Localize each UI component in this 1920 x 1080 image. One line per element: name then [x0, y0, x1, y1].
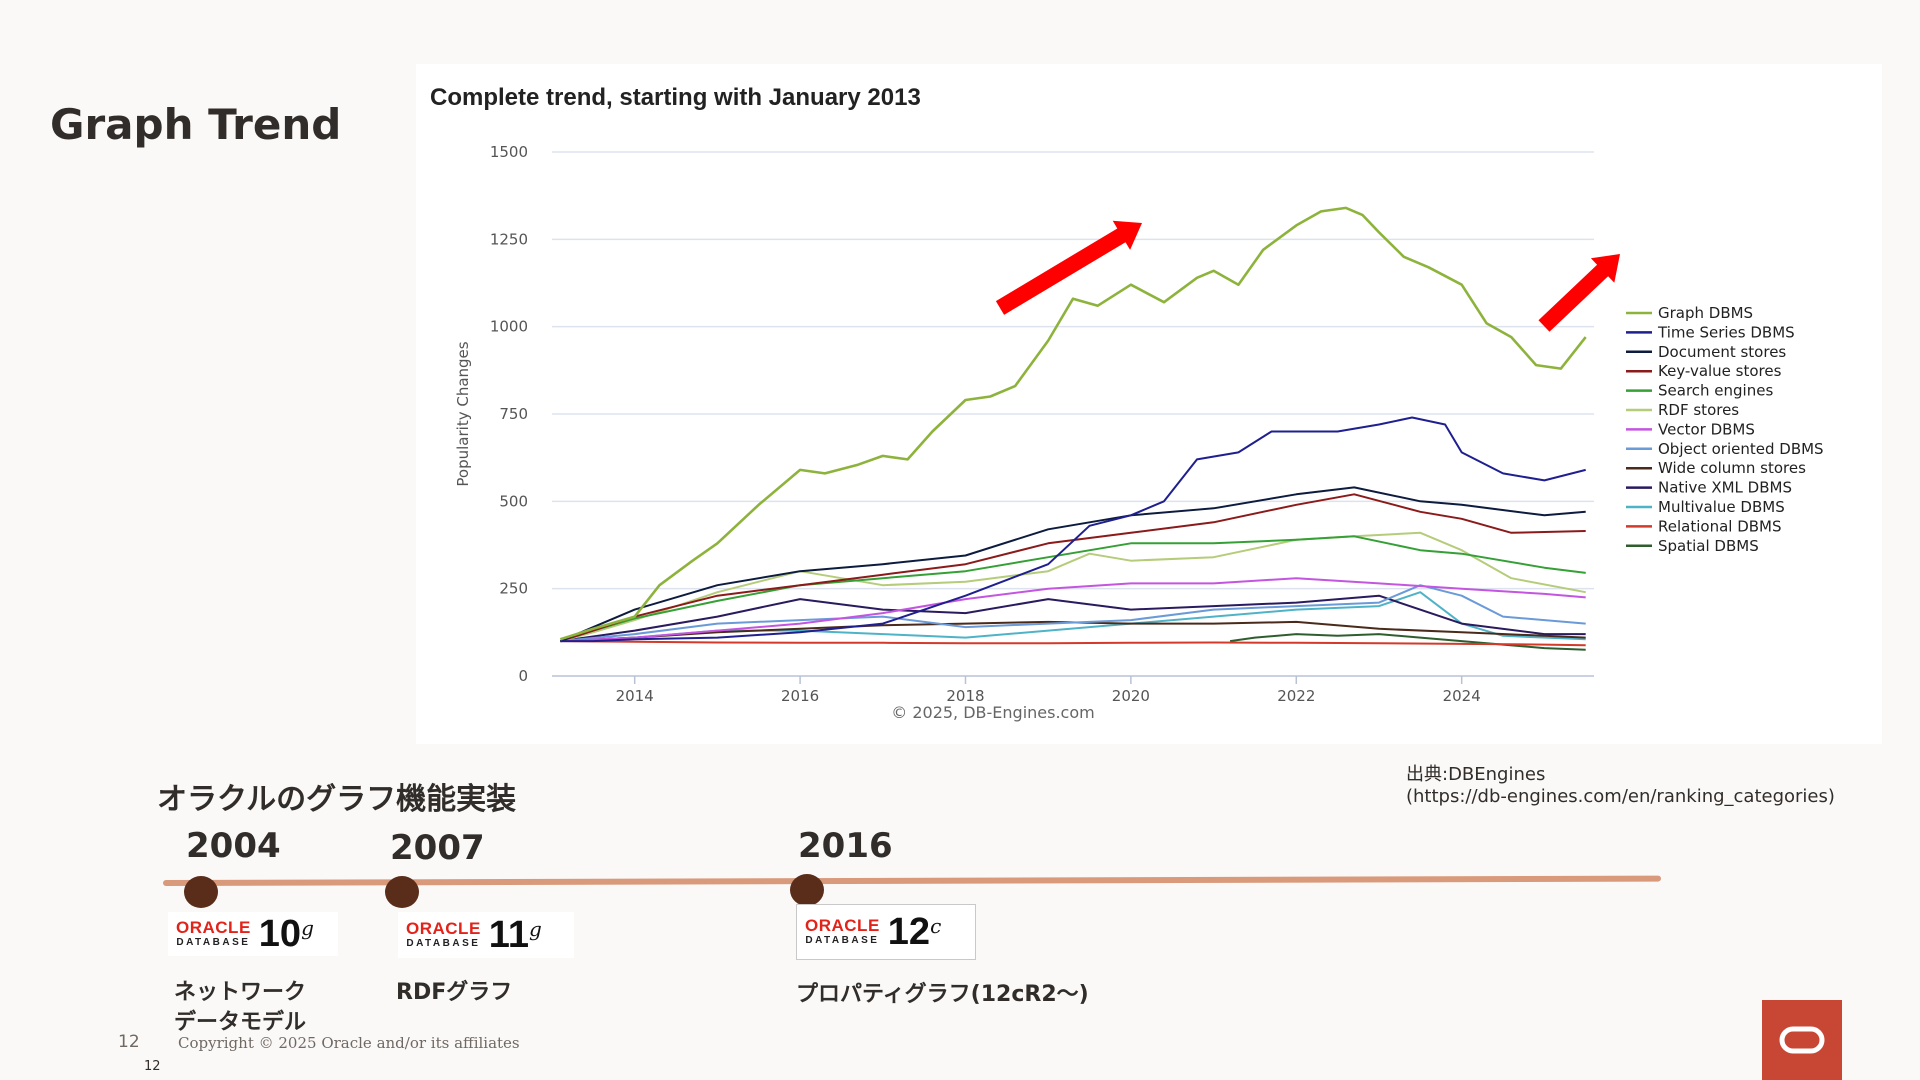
- oracle-12c-logo: ORACLE DATABASE 12 c: [796, 904, 976, 960]
- series-line: [560, 577, 1586, 643]
- trend-up-arrow-icon: [995, 220, 1142, 315]
- description-line: ネットワーク: [174, 980, 307, 1005]
- x-tick-label: 2016: [781, 687, 819, 705]
- x-tick-label: 2022: [1277, 687, 1315, 705]
- series-line: [559, 206, 1587, 641]
- series-line: [559, 486, 1586, 643]
- series-line: [559, 493, 1586, 643]
- logo-brand: ORACLE: [406, 919, 481, 938]
- legend-entry: Search engines: [1658, 382, 1773, 400]
- logo-brand: ORACLE: [805, 916, 880, 935]
- y-tick-label: 500: [499, 492, 528, 510]
- logo-suffix: c: [930, 914, 942, 938]
- series-line: [560, 594, 1586, 643]
- logo-sub: DATABASE: [406, 938, 481, 949]
- logo-sub: DATABASE: [805, 935, 880, 946]
- legend-entry: Multivalue DBMS: [1658, 498, 1785, 516]
- y-tick-label: 250: [499, 580, 528, 598]
- milestone-year: 2004: [186, 826, 281, 866]
- trend-up-arrow-icon: [1538, 254, 1620, 332]
- copyright-text: Copyright © 2025 Oracle and/or its affil…: [178, 1034, 520, 1052]
- x-tick-label: 2020: [1112, 687, 1150, 705]
- description-line: RDFグラフ: [396, 980, 513, 1005]
- oracle-10g-logo: ORACLE DATABASE 10 g: [168, 912, 338, 956]
- timeline-dot: [385, 876, 419, 908]
- chart-title: Complete trend, starting with January 20…: [430, 84, 921, 111]
- logo-brand: ORACLE: [176, 918, 251, 937]
- x-tick-label: 2024: [1443, 687, 1481, 705]
- milestone-description: RDFグラフ: [396, 978, 512, 1008]
- logo-suffix: g: [301, 916, 314, 940]
- logo-sub: DATABASE: [176, 937, 251, 948]
- series-line: [560, 531, 1586, 643]
- page-number-small: 12: [144, 1059, 161, 1074]
- legend-entry: Time Series DBMS: [1657, 323, 1795, 341]
- line-chart: 0 250 500 750 1000 1250 1500 2014 2016 2018 2020 20…: [454, 143, 1824, 722]
- y-axis-label: Popularity Changes: [454, 341, 472, 486]
- y-tick-label: 750: [499, 405, 528, 423]
- y-tick-label: 0: [518, 667, 528, 685]
- legend-entry: Wide column stores: [1658, 459, 1806, 477]
- milestone-year: 2016: [798, 826, 893, 866]
- legend-entry: Native XML DBMS: [1658, 479, 1792, 497]
- milestone-description: ネットワーク データモデル: [174, 978, 306, 1038]
- logo-version: 10: [258, 913, 302, 955]
- description-line: データモデル: [174, 1010, 307, 1035]
- slide-title: Graph Trend: [50, 100, 342, 149]
- x-tick-label: 2014: [616, 687, 654, 705]
- timeline-dot: [184, 876, 218, 908]
- x-tick-label: 2018: [946, 687, 984, 705]
- page-number: 12: [118, 1032, 140, 1052]
- series-line: [559, 535, 1586, 643]
- series-line: [560, 416, 1586, 643]
- timeline-heading: オラクルのグラフ機能実装: [157, 782, 517, 817]
- legend-entry: Graph DBMS: [1658, 304, 1753, 322]
- legend-entry: Vector DBMS: [1658, 420, 1755, 438]
- oracle-badge: [1762, 1000, 1842, 1080]
- logo-suffix: g: [528, 917, 542, 941]
- series-line: [560, 640, 1586, 647]
- chart-panel: Complete trend, starting with January 20…: [416, 64, 1882, 744]
- source-label: 出典:DBEngines: [1406, 764, 1546, 785]
- timeline-dot: [790, 874, 824, 906]
- logo-version: 12: [887, 911, 931, 953]
- y-tick-label: 1500: [490, 143, 528, 161]
- milestone-description: プロパティグラフ(12cR2～): [796, 980, 1089, 1010]
- oracle-o-icon: [1779, 1026, 1825, 1054]
- description-line: プロパティグラフ(12cR2～): [796, 982, 1089, 1007]
- legend-entry: Document stores: [1658, 343, 1786, 361]
- legend-entry: Key-value stores: [1658, 362, 1782, 380]
- legend-entry: RDF stores: [1658, 401, 1739, 419]
- series-line: [1229, 633, 1586, 651]
- y-tick-label: 1000: [490, 318, 528, 336]
- source-url: (https://db-engines.com/en/ranking_categ…: [1406, 786, 1835, 807]
- chart-credit: © 2025, DB-Engines.com: [891, 703, 1094, 722]
- legend-entry: Spatial DBMS: [1658, 537, 1759, 555]
- series-line: [560, 584, 1586, 643]
- y-tick-label: 1250: [490, 230, 528, 248]
- legend-entry: Relational DBMS: [1658, 517, 1782, 535]
- oracle-11g-logo: ORACLE DATABASE 11 g: [398, 912, 574, 958]
- logo-version: 11: [488, 914, 529, 956]
- milestone-year: 2007: [390, 828, 485, 868]
- legend-entry: Object oriented DBMS: [1658, 440, 1824, 458]
- source-citation: 出典:DBEngines (https://db-engines.com/en/…: [1406, 764, 1835, 808]
